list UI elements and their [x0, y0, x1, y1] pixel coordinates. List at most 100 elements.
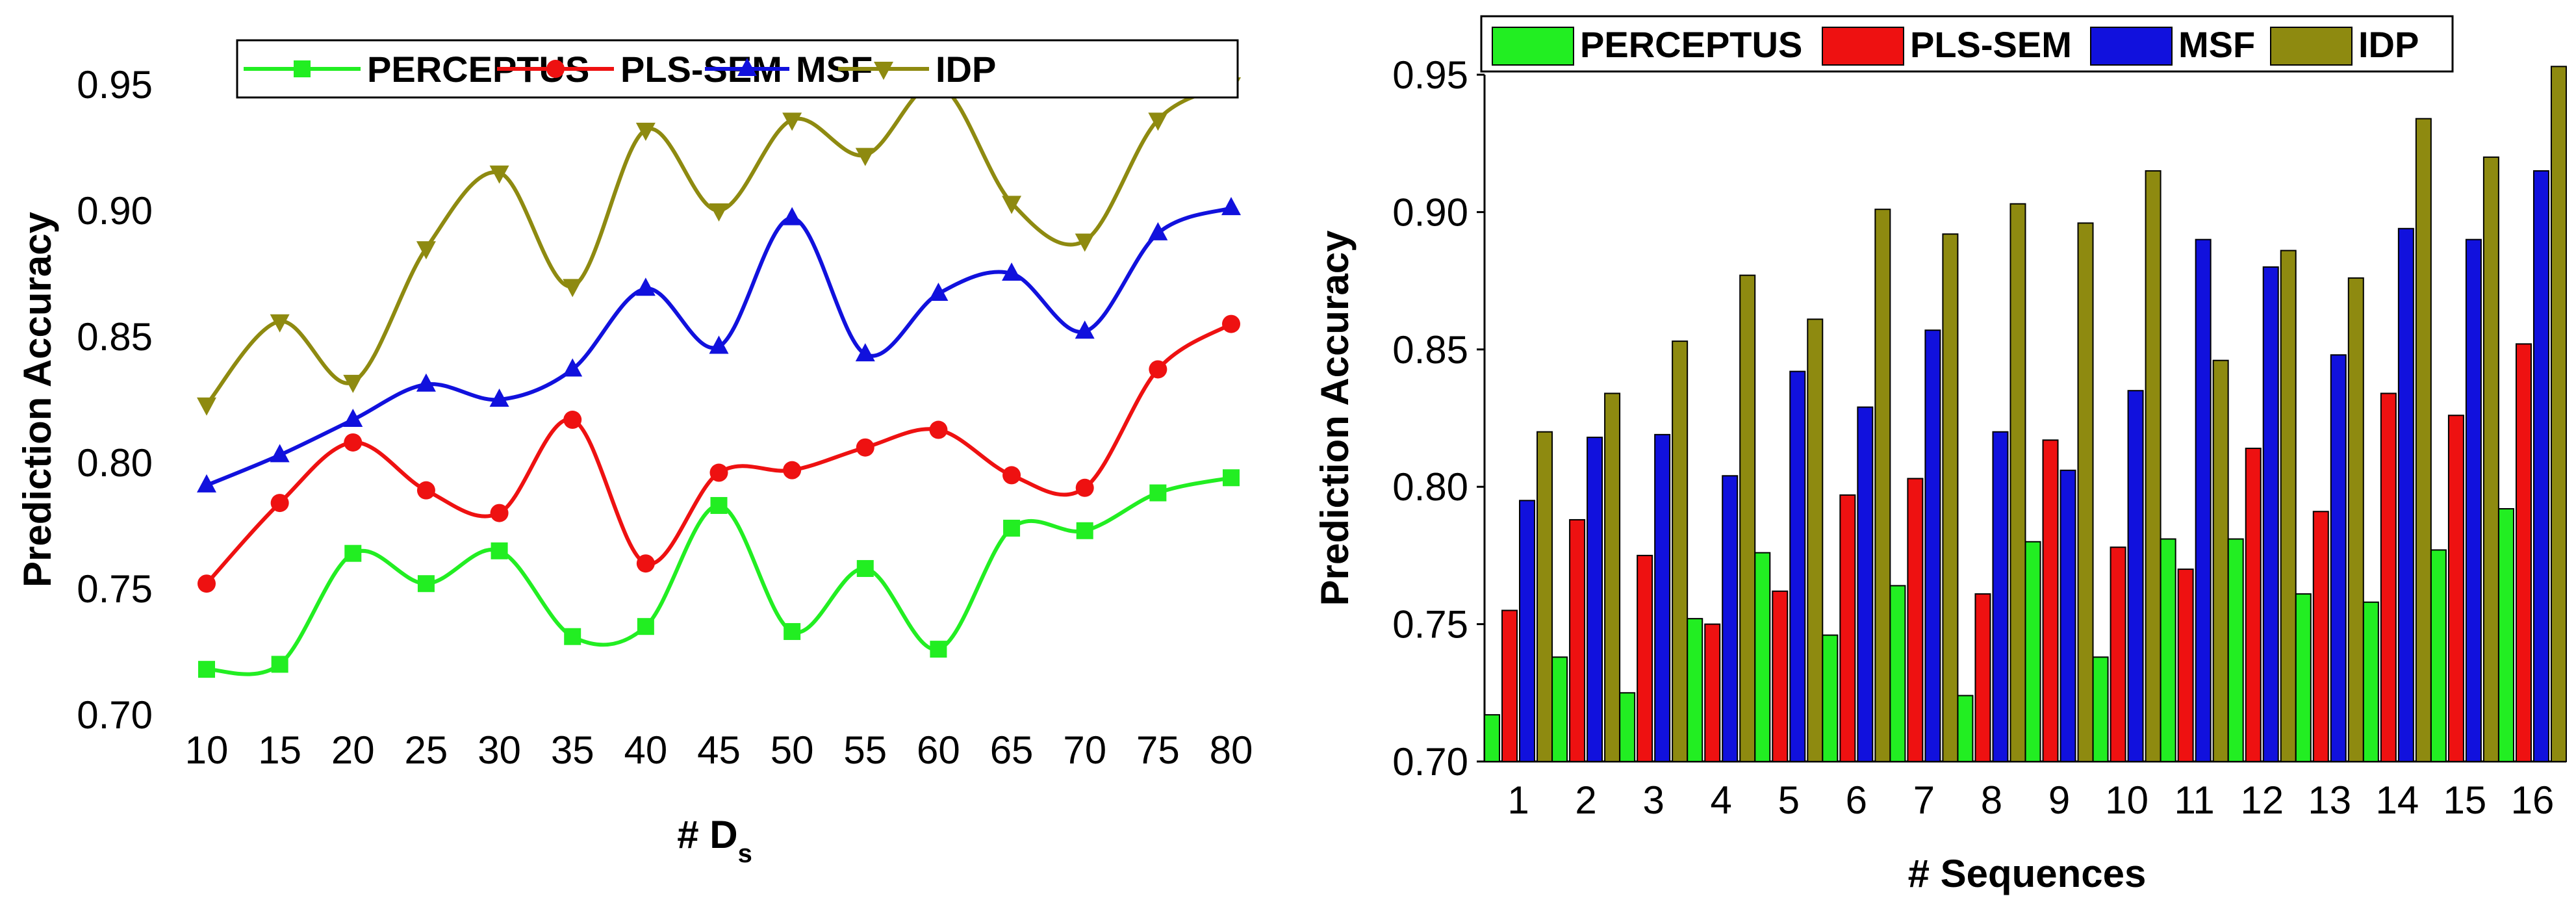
bar-perceptus-2: [1551, 656, 1568, 762]
x-tick-label: 12: [2240, 778, 2284, 822]
x-tick-label: 50: [771, 728, 814, 772]
y-tick-label: 0.85: [77, 315, 153, 359]
x-tick-label: 14: [2375, 778, 2419, 822]
data-point-msf: [343, 409, 363, 428]
x-axis-title: # Ds: [677, 813, 752, 868]
data-point-pls-sem: [783, 461, 802, 480]
bar-idp-1: [1537, 431, 1553, 762]
bar-msf-2: [1587, 437, 1603, 762]
data-point-msf: [1221, 197, 1241, 216]
data-point-perceptus: [491, 542, 508, 559]
data-point-pls-sem: [198, 574, 216, 593]
bar-msf-11: [2195, 238, 2212, 762]
x-tick-label: 20: [331, 728, 375, 772]
x-tick-label: 15: [258, 728, 301, 772]
bar-idp-3: [1672, 340, 1689, 762]
legend: PERCEPTUS PLS-SEM MSF IDP: [236, 39, 1239, 99]
x-tick-label: 25: [405, 728, 448, 772]
bar-msf-13: [2330, 354, 2347, 762]
data-point-pls-sem: [636, 554, 655, 573]
data-point-perceptus: [1223, 469, 1240, 487]
y-tick-label: 0.75: [77, 567, 153, 611]
data-point-idp: [635, 122, 656, 141]
bar-idp-12: [2280, 250, 2297, 763]
data-point-perceptus: [710, 496, 728, 514]
bar-perceptus-12: [2227, 538, 2244, 762]
bar-idp-11: [2212, 359, 2229, 762]
data-point-msf: [1148, 222, 1168, 240]
y-tick-label: 0.95: [1392, 53, 1468, 97]
bar-msf-10: [2127, 390, 2144, 762]
data-point-idp: [197, 397, 216, 416]
bar-msf-1: [1519, 500, 1536, 763]
x-axis-title-main: # D: [677, 813, 737, 856]
data-point-perceptus: [198, 661, 215, 678]
x-tick-label: 75: [1136, 728, 1180, 772]
bar-perceptus-1: [1484, 714, 1501, 763]
bar-idp-10: [2145, 170, 2162, 763]
data-point-perceptus: [564, 628, 581, 645]
data-point-idp: [563, 279, 583, 298]
y-tick-label: 0.70: [77, 693, 153, 737]
data-point-msf: [855, 343, 875, 362]
bar-pls-sem-5: [1772, 590, 1789, 762]
bar-pls-sem-11: [2177, 569, 2194, 762]
data-point-perceptus: [784, 622, 801, 640]
data-point-pls-sem: [490, 504, 509, 522]
bar-perceptus-10: [2092, 656, 2109, 762]
bar-msf-16: [2532, 170, 2549, 763]
bar-perceptus-13: [2295, 593, 2312, 762]
bar-idp-7: [1942, 233, 1959, 762]
data-point-msf: [782, 207, 802, 225]
series-line-pls-sem: [205, 322, 1232, 585]
data-point-msf: [563, 358, 583, 377]
bar-idp-6: [1874, 209, 1891, 762]
series-line-msf: [205, 206, 1232, 487]
data-point-pls-sem: [1002, 466, 1021, 485]
bar-pls-sem-14: [2380, 392, 2397, 762]
legend-marker-perceptus: [294, 60, 311, 77]
data-point-idp: [855, 147, 875, 166]
bar-pls-sem-12: [2245, 448, 2262, 762]
x-tick-label: 8: [1981, 778, 2002, 822]
data-point-idp: [1075, 233, 1095, 252]
bar-idp-5: [1807, 318, 1824, 762]
legend-swatch-perceptus: [1492, 27, 1574, 66]
bar-idp-13: [2347, 277, 2364, 762]
bar-idp-16: [2550, 66, 2567, 762]
bar-pls-sem-6: [1839, 494, 1856, 762]
bar-msf-5: [1789, 370, 1806, 762]
x-tick-label: 65: [990, 728, 1034, 772]
bar-pls-sem-16: [2515, 343, 2532, 762]
y-tick-label: 0.70: [1392, 740, 1468, 784]
series-line-idp: [205, 82, 1232, 406]
x-tick-label: 6: [1846, 778, 1867, 822]
bar-msf-7: [1924, 329, 1941, 763]
data-point-pls-sem: [1222, 314, 1240, 333]
x-tick-label: 30: [478, 728, 521, 772]
x-tick-label: 80: [1210, 728, 1253, 772]
x-tick-label: 1: [1507, 778, 1529, 822]
legend-marker-idp: [874, 62, 893, 80]
bar-perceptus-11: [2160, 538, 2176, 762]
data-point-pls-sem: [929, 420, 948, 439]
bar-msf-14: [2397, 227, 2414, 762]
data-point-msf: [709, 335, 729, 354]
bar-perceptus-16: [2497, 508, 2514, 762]
line-chart: 0.70 0.75 0.80 0.85 0.90 0.95 10 15 20 25 30 35 40 45…: [16, 39, 1253, 868]
data-point-perceptus: [271, 656, 288, 673]
bar-perceptus-6: [1822, 634, 1839, 763]
legend-label: MSF: [2178, 24, 2255, 65]
legend-label: PLS-SEM: [1910, 24, 2072, 65]
bar-perceptus-4: [1687, 618, 1703, 762]
data-point-msf: [928, 283, 949, 301]
bar-idp-9: [2077, 222, 2094, 762]
data-point-idp: [709, 203, 729, 222]
bar-pls-sem-15: [2447, 415, 2464, 762]
data-point-pls-sem: [344, 433, 363, 452]
x-tick-label: 4: [1711, 778, 1732, 822]
bar-perceptus-7: [1889, 585, 1906, 763]
data-point-perceptus: [637, 618, 654, 635]
data-point-pls-sem: [709, 463, 728, 482]
